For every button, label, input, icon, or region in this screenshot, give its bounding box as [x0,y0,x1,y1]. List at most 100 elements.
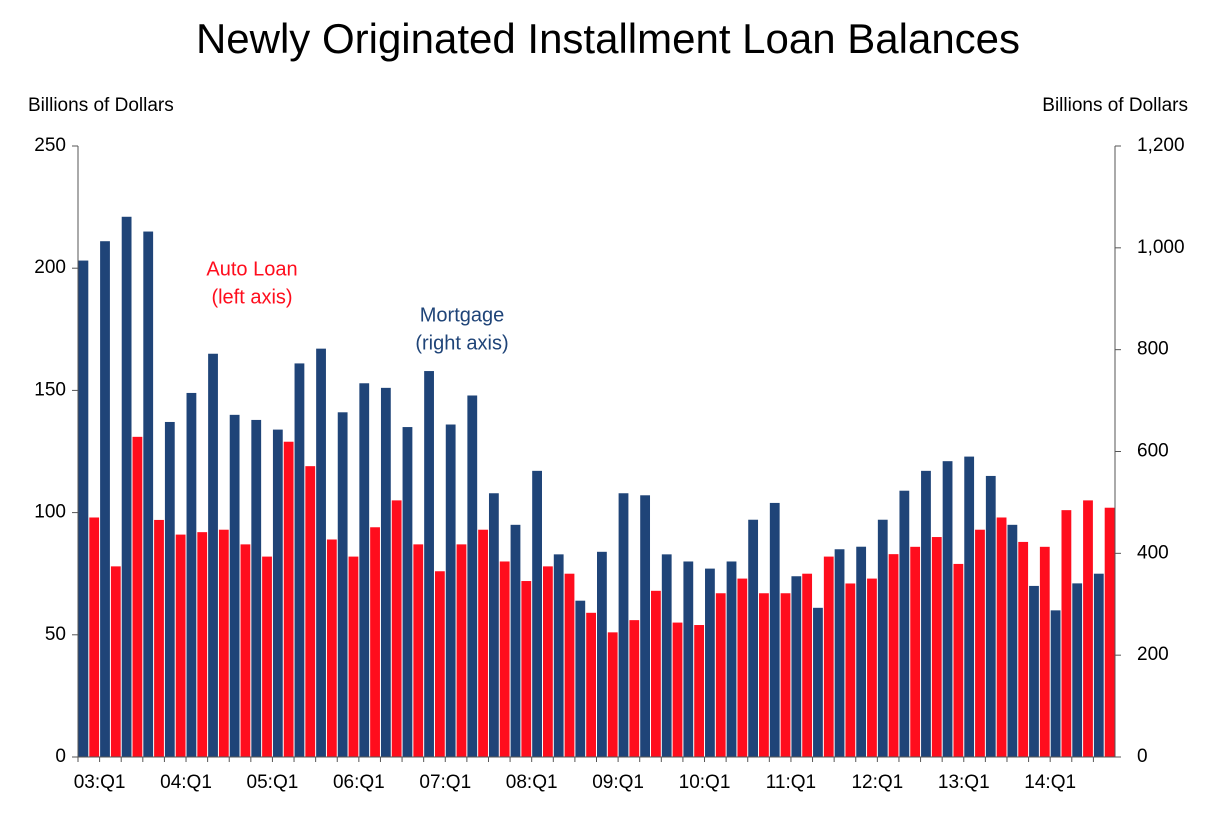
bar [985,475,996,757]
bar [283,441,294,757]
bar [175,534,186,757]
bar [154,519,164,757]
y2-axis-title: Billions of Dollars [1042,95,1188,116]
bar [1018,541,1029,757]
bar [542,566,553,757]
bar [683,561,694,757]
bar [510,524,521,757]
bar [942,461,953,757]
bar [888,554,899,757]
bar [1083,500,1093,757]
bar [791,576,802,757]
bar [834,549,845,757]
bar [1050,610,1061,757]
bar [564,573,575,757]
y-tick-label: 50 [45,624,66,645]
x-tick-label: 05:Q1 [247,772,299,793]
bar [197,532,208,757]
bar [1007,524,1018,757]
bar [272,429,283,757]
series-note: (right axis) [415,332,508,354]
bar [121,216,132,757]
x-tick-label: 06:Q1 [333,772,385,793]
bar [726,561,737,757]
bar [186,392,197,757]
bar [996,517,1007,757]
x-tick-label: 08:Q1 [506,772,558,793]
series-note: (left axis) [211,286,292,308]
bar [661,554,672,757]
x-tick-label: 04:Q1 [160,772,212,793]
bar [921,470,931,757]
x-tick-label: 10:Q1 [679,772,731,793]
bar [1061,510,1072,757]
bar [326,539,337,757]
bar [488,493,499,757]
x-tick-label: 03:Q1 [74,772,126,793]
bar [867,578,877,757]
bar [640,495,651,757]
y2-tick-label: 400 [1137,542,1169,563]
bar [953,563,964,757]
bar [89,517,100,757]
bar [705,568,715,757]
bar [651,590,661,757]
bar [1093,573,1104,757]
y-tick-label: 250 [34,135,66,156]
bar [1104,507,1115,757]
bar [715,593,726,757]
bar [380,387,391,757]
bar [1029,585,1039,757]
y2-tick-label: 200 [1137,644,1169,665]
bar [553,554,564,757]
bar [931,537,942,757]
bar [586,612,596,757]
bar [964,456,975,757]
bar [899,490,910,757]
bar [737,578,748,757]
bar [521,581,532,757]
bar [597,551,607,757]
series-label: Auto Loan [206,258,297,280]
bar [143,231,154,758]
bar [337,412,348,757]
bar [208,353,218,757]
bar [478,529,488,757]
bar [424,371,434,757]
bar [316,348,326,757]
bar [229,414,240,757]
bar [672,622,683,757]
bar [132,436,143,757]
x-tick-label: 13:Q1 [938,772,990,793]
bar [262,556,272,757]
bar [413,544,424,757]
bar [370,527,380,757]
bar [877,519,888,757]
x-tick-label: 14:Q1 [1024,772,1076,793]
bar [769,502,780,757]
bar [499,561,510,757]
bar [910,546,921,757]
bar [802,573,813,757]
y2-tick-label: 600 [1137,441,1169,462]
bar [110,566,121,757]
bar [434,571,445,757]
bar [780,593,791,757]
x-tick-label: 12:Q1 [851,772,903,793]
bar [294,363,305,757]
x-tick-label: 11:Q1 [766,772,816,793]
bar [251,419,262,757]
bar [218,529,229,757]
y2-tick-label: 0 [1137,746,1148,767]
bar [78,260,89,757]
bar [402,427,413,757]
bar [305,466,316,757]
y-tick-label: 100 [34,502,66,523]
bar [759,593,769,757]
bar [391,500,402,757]
y2-tick-label: 1,200 [1137,135,1185,156]
bar [975,529,985,757]
y2-tick-label: 1,000 [1137,237,1185,258]
bar [748,519,759,757]
